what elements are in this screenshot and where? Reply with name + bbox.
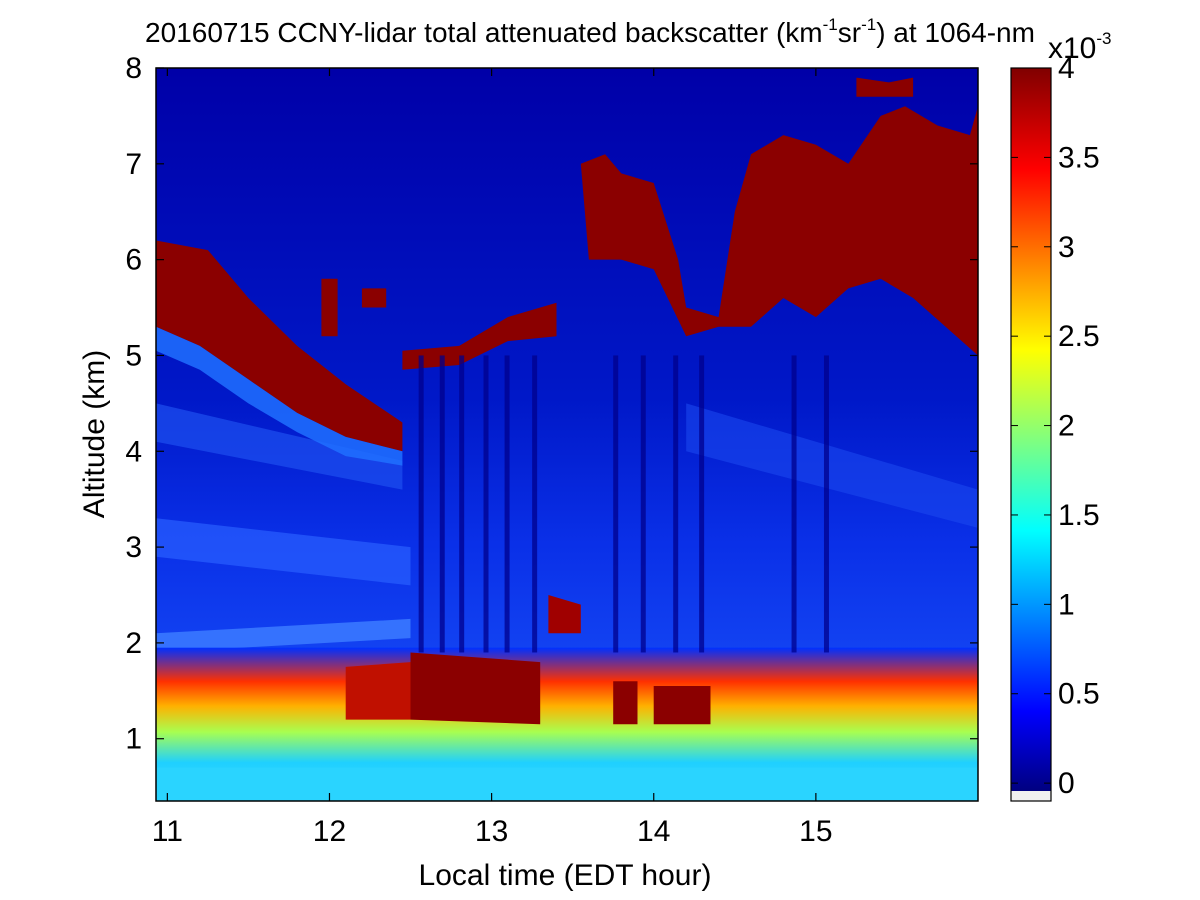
high-cloud-top [856, 77, 914, 97]
y-tick-label: 1 [125, 723, 142, 756]
cloud-fragment-b [321, 278, 338, 337]
signal-dropout-streak [532, 355, 538, 653]
aerosol-band-3km [156, 518, 411, 586]
plot-area [156, 68, 978, 801]
surface-layer [156, 767, 978, 801]
aerosol-band-4km [156, 403, 403, 490]
x-axis: 11 12 13 14 15 [152, 68, 833, 848]
mid-cloud-5km [402, 302, 557, 370]
x-tick-label: 14 [637, 815, 670, 848]
signal-dropout-streak [613, 355, 619, 653]
colorbar-tick-label: 0.5 [1058, 678, 1100, 711]
backscatter-features [156, 77, 978, 801]
x-tick-label: 12 [313, 815, 346, 848]
bl-cloud-top [410, 652, 541, 725]
mid-cloud-descending [156, 240, 403, 452]
bl-cloud-right [653, 686, 711, 725]
y-tick-label: 2 [125, 627, 142, 660]
aerosol-band-right [686, 403, 978, 528]
colorbar-tick-label: 1.5 [1058, 499, 1100, 532]
signal-dropout-streak [439, 355, 445, 653]
signal-dropout-streak [459, 355, 465, 653]
colorbar-undercolor [1011, 791, 1051, 801]
x-tick-label: 11 [152, 815, 183, 848]
colorbar-tick-label: 0 [1058, 767, 1075, 800]
colorbar: 0 0.5 1 1.5 2 2.5 3 3.5 4 x10-3 [1010, 29, 1112, 802]
bl-cloud-small [613, 681, 638, 725]
plot-frame [155, 67, 979, 802]
colorbar-tick-label: 1 [1058, 588, 1075, 621]
bl-cloud-left [345, 662, 411, 720]
y-tick-label: 8 [125, 52, 142, 85]
colorbar-exponent: x10-3 [1048, 29, 1112, 65]
high-cloud [580, 106, 978, 356]
colorbar-tick-label: 2.5 [1058, 320, 1100, 353]
x-tick-label: 15 [799, 815, 832, 848]
colorbar-tick-label: 4 [1058, 52, 1075, 85]
signal-dropout-streak [699, 355, 705, 653]
colorbar-tick-label: 3 [1058, 231, 1075, 264]
aerosol-layer-2km [156, 618, 411, 653]
signal-dropout-streak [673, 355, 679, 653]
colorbar-tick-label: 2 [1058, 410, 1075, 443]
x-axis-label: Local time (EDT hour) [419, 859, 712, 892]
y-axis: 1 2 3 4 5 6 7 8 [125, 52, 978, 756]
colorbar-gradient [1011, 68, 1051, 791]
colorbar-frame [1010, 67, 1052, 802]
mid-cloud-base [156, 326, 403, 466]
y-tick-label: 5 [125, 339, 142, 372]
y-tick-label: 4 [125, 435, 142, 468]
cloud-fragment-a [361, 288, 387, 308]
colorbar-tick-label: 3.5 [1058, 141, 1100, 174]
y-tick-label: 6 [125, 244, 142, 277]
signal-dropout-streak [504, 355, 510, 653]
y-tick-label: 7 [125, 148, 142, 181]
bl-cloud-puff [548, 595, 581, 634]
y-axis-label: Altitude (km) [78, 350, 111, 518]
x-tick-label: 13 [475, 815, 508, 848]
signal-dropout-streak [483, 355, 489, 653]
y-tick-label: 3 [125, 531, 142, 564]
signal-dropout-streak [823, 355, 829, 653]
signal-dropout-streak [418, 355, 424, 653]
signal-dropout-streak [791, 355, 797, 653]
chart-title: 20160715 CCNY-lidar total attenuated bac… [145, 15, 1035, 48]
signal-dropout-streak [640, 355, 646, 653]
